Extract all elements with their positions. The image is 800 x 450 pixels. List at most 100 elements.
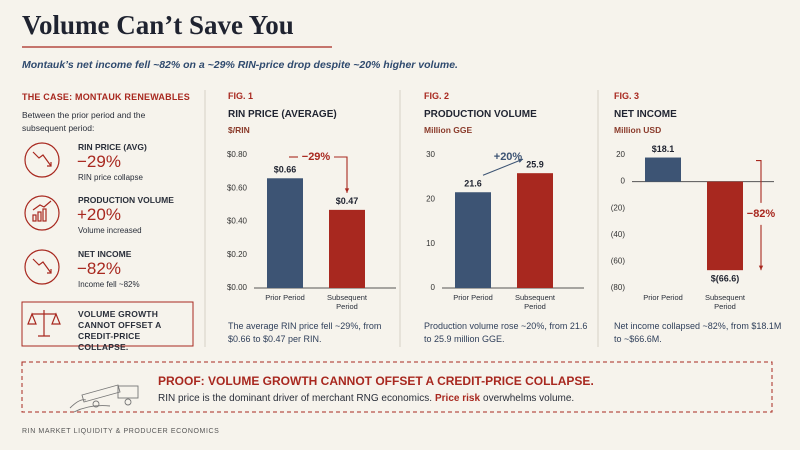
subtitle: Montauk’s net income fell ~82% on a ~29%… — [22, 59, 458, 71]
y-tick-label: (80) — [611, 283, 626, 292]
value-label: $18.1 — [652, 144, 675, 154]
item-value: +20% — [77, 205, 121, 224]
chart: $0.00 $0.20 $0.40 $0.60 $0.80 $0.66 $0.47 −29% — [227, 150, 396, 292]
y-tick-label: 20 — [426, 194, 435, 203]
bar — [707, 181, 743, 271]
icon-up — [32, 200, 52, 211]
item-note: RIN price collapse — [78, 173, 143, 182]
proof-text: RIN price is the dominant driver of merc… — [158, 393, 432, 404]
icon-circle — [24, 142, 60, 178]
value-label: 21.6 — [464, 179, 482, 189]
truck-wheel — [92, 400, 100, 408]
x-tick-label: Subsequent Period — [704, 293, 746, 311]
item-label: RIN PRICE (AVG) — [78, 142, 147, 152]
y-tick-label: $0.60 — [227, 183, 248, 192]
item-note: Income fell ~82% — [78, 280, 140, 289]
item-label: PRODUCTION VOLUME — [78, 195, 174, 205]
chart-caption: Net income collapsed ~82%, from $18.1M t… — [614, 321, 782, 344]
chart-unit: $/RIN — [228, 125, 250, 135]
y-tick-label: $0.20 — [227, 250, 248, 259]
icon-bar — [42, 208, 47, 222]
annotation: +20% — [494, 151, 523, 163]
icon-down — [32, 151, 52, 167]
chart-caption: The average RIN price fell ~29%, from $0… — [228, 321, 382, 344]
truck-bed — [81, 384, 121, 403]
value-label: $0.47 — [336, 196, 359, 206]
bar — [645, 157, 681, 182]
item-value: −82% — [77, 259, 121, 278]
x-tick-label: Prior Period — [265, 293, 305, 302]
bar — [329, 209, 365, 288]
y-tick-label: 0 — [431, 283, 436, 292]
x-tick-label: Subsequent Period — [514, 293, 556, 311]
y-tick-label: (40) — [611, 230, 626, 239]
bar — [267, 178, 303, 288]
y-tick-label: 0 — [621, 177, 626, 186]
chart-title: NET INCOME — [614, 109, 677, 120]
proof-box — [21, 361, 773, 413]
chart-title: RIN PRICE (AVERAGE) — [228, 109, 337, 120]
y-tick-label: 20 — [616, 150, 625, 159]
proof-emphasis: Price risk — [435, 393, 481, 404]
chart-unit: Million USD — [614, 125, 662, 135]
icon-down — [32, 258, 52, 274]
figure-label: FIG. 3 — [614, 91, 640, 101]
x-tick-label: Prior Period — [643, 293, 683, 302]
icon-down — [47, 162, 52, 167]
chart-title: PRODUCTION VOLUME — [424, 109, 537, 120]
y-tick-label: 30 — [426, 150, 435, 159]
value-label: $(66.6) — [711, 274, 740, 284]
annotation: −29% — [302, 151, 331, 163]
y-tick-label: (20) — [611, 203, 626, 212]
annotation-arrowhead — [344, 188, 350, 193]
icon-circle — [24, 249, 60, 285]
annotation-arrowhead — [518, 158, 523, 163]
annotation-line — [334, 156, 348, 161]
conclusion-box — [21, 301, 194, 347]
scale-icon — [27, 312, 61, 337]
icon-bar — [37, 211, 42, 222]
truck-dust — [69, 399, 111, 413]
proof-heading: PROOF: VOLUME GROWTH CANNOT OFFSET A CRE… — [158, 374, 594, 388]
chart-unit: Million GGE — [424, 125, 473, 135]
truck-wheel — [124, 398, 132, 406]
icons — [21, 142, 773, 413]
x-tick-label: Subsequent Period — [326, 293, 368, 311]
truck-cab — [117, 385, 139, 399]
figure-label: FIG. 1 — [228, 91, 254, 101]
case-intro: Between the prior period and the subsequ… — [22, 110, 146, 133]
figure-label: FIG. 2 — [424, 91, 450, 101]
chart-caption: Production volume rose ~20%, from 21.6 t… — [424, 321, 588, 344]
icon-bar — [32, 214, 37, 222]
footer: RIN MARKET LIQUIDITY & PRODUCER ECONOMIC… — [22, 428, 220, 435]
bar — [517, 173, 553, 288]
y-tick-label: $0.40 — [227, 217, 248, 226]
item-label: NET INCOME — [78, 249, 132, 259]
proof-text: overwhelms volume. — [483, 393, 575, 404]
x-tick-label: Prior Period — [453, 293, 493, 302]
value-label: 25.9 — [526, 160, 544, 170]
item-value: −29% — [77, 152, 121, 171]
case-heading: THE CASE: MONTAUK RENEWABLES — [22, 92, 190, 102]
y-tick-label: (60) — [611, 257, 626, 266]
y-tick-label: $0.80 — [227, 150, 248, 159]
y-tick-label: $0.00 — [227, 283, 248, 292]
conclusion: VOLUME GROWTH CANNOT OFFSET A CREDIT-PRI… — [78, 309, 162, 352]
annotation-arrowhead — [758, 265, 764, 271]
icon-circle — [24, 195, 60, 231]
annotation-line — [482, 158, 524, 176]
annotation: −82% — [747, 208, 776, 220]
truck-icon — [69, 384, 139, 413]
chart: (80) (60) (40) (20) 0 20 $18.1 $(66.6) −82% — [611, 144, 776, 292]
icon-down — [47, 269, 52, 274]
title: Volume Can’t Save You — [22, 10, 294, 40]
item-note: Volume increased — [78, 226, 142, 235]
proof-body: RIN price is the dominant driver of merc… — [158, 393, 574, 404]
value-label: $0.66 — [274, 165, 297, 175]
bar — [455, 192, 491, 288]
annotation-line — [756, 159, 762, 203]
chart: 0 10 20 30 21.6 25.9+20% — [426, 150, 584, 292]
y-tick-label: 10 — [426, 239, 435, 248]
